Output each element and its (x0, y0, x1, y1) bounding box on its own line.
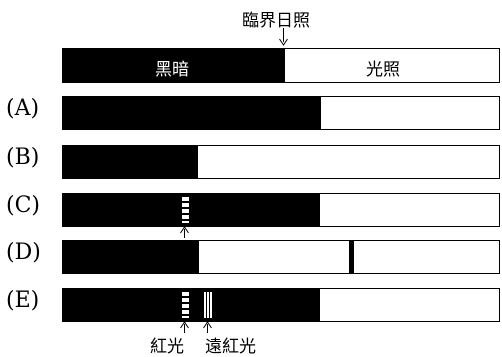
bar-e-red-flash (182, 292, 189, 318)
critical-arrow-line (283, 28, 284, 42)
bar-e-dark (63, 289, 320, 321)
bar-b-dark (63, 146, 198, 178)
row-label-a: (A) (6, 96, 40, 121)
reference-dark-section (63, 49, 285, 82)
bar-d-dark (63, 241, 199, 273)
bar-e-far-red-flash (204, 292, 212, 318)
bar-c (62, 193, 500, 227)
far-red-light-label: 遠紅光 (205, 337, 256, 357)
row-label-c: (C) (6, 193, 40, 218)
bar-b (62, 145, 500, 179)
critical-photoperiod-label: 臨界日照 (242, 11, 310, 31)
dark-label: 黑暗 (155, 60, 189, 80)
bar-d (62, 240, 500, 274)
bar-a (62, 96, 500, 130)
bar-d-dark-interruption (349, 241, 354, 273)
critical-arrow-icon (279, 38, 288, 46)
red-arrow-line (184, 324, 185, 333)
bar-c-arrow-icon (180, 226, 189, 234)
bar-c-dark (63, 194, 320, 226)
bar-c-arrow-line (184, 229, 185, 238)
row-label-d: (D) (6, 240, 41, 265)
red-arrow-icon (180, 321, 189, 329)
bar-a-dark (63, 97, 321, 129)
row-label-e: (E) (6, 288, 40, 313)
bar-c-red-flash (182, 197, 189, 223)
light-label: 光照 (366, 60, 400, 80)
reference-bar: 黑暗 光照 (62, 48, 500, 83)
far-red-arrow-line (207, 324, 208, 333)
red-light-label: 紅光 (150, 337, 184, 357)
bar-e (62, 288, 500, 322)
row-label-b: (B) (6, 145, 40, 170)
far-red-arrow-icon (203, 321, 212, 329)
